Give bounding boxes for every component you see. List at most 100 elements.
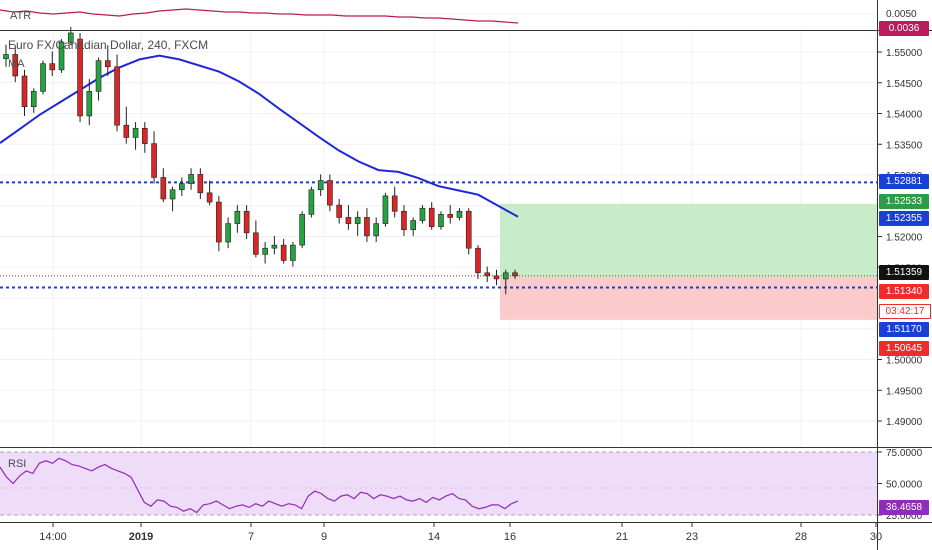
symbol-title: Euro FX/Canadian Dollar, 240, FXCM [8,38,208,52]
candle-body [317,180,324,191]
price-tick-label: 1.49500 [886,386,923,397]
candle-body [456,210,463,218]
candle-body [77,38,83,117]
price-tick-label: 1.52000 [886,233,923,244]
time-tick-label: 14:00 [39,531,67,543]
candle-body [58,41,65,71]
candle-body [382,195,389,224]
price-tick-label: 1.50000 [886,356,923,367]
rsi-tick-label: 75.0000 [886,448,923,459]
candle-body [512,272,518,277]
time-axis[interactable]: 14:00 2019 7 9 14 16 21 23 28 30 [39,522,882,543]
time-tick-label: 2019 [129,531,153,543]
candle-body [179,183,185,191]
candle-body [132,127,139,138]
atr-pane: ATR [0,0,877,29]
candle-body [30,91,37,108]
candle-body [271,244,278,249]
candle-body [447,214,454,218]
candle-body [327,180,333,206]
candle-body [123,124,130,138]
candle-body [438,214,444,227]
candle-body [114,66,120,126]
candle-body [216,201,222,243]
price-tick-label: 1.54000 [886,110,923,121]
candle-body [86,91,93,117]
time-tick-label: 30 [870,531,882,543]
price-tag: 03:42:17 [879,304,931,319]
price-tick-label: 1.49000 [886,417,923,428]
candle-body [169,189,176,200]
candle-body [262,247,268,255]
rsi-tick-label: 50.0000 [886,480,923,491]
time-tick-label: 23 [686,531,698,543]
candle-body [280,244,287,261]
candle-body [401,210,407,231]
price-tick-label: 1.55000 [886,48,923,59]
candle-body [465,210,472,249]
candle-body [308,189,315,215]
rsi-line [0,457,519,514]
atr-line [0,8,519,24]
candle-body [410,220,417,231]
candle-body [3,54,9,60]
candle-body [49,63,56,71]
ma-legend: MA [8,58,25,70]
time-tick-label: 7 [248,531,254,543]
atr-value-tag: 0.0036 [879,21,929,36]
candle-body [354,217,361,224]
price-tick-label: 1.53500 [886,140,923,151]
atr-axis: 0.0050 [886,9,917,20]
candle-body [160,177,167,200]
atr-tick-label: 0.0050 [886,9,917,20]
rsi-pane: RSI [0,451,877,516]
price-tag: 1.51170 [879,322,929,337]
candle-body [105,60,111,68]
moving-average-line [0,54,519,218]
price-tag: 1.51359 [879,265,929,280]
rsi-axis: 75.0000 50.0000 25.0000 [877,448,923,522]
candle-body [419,207,426,221]
atr-label: ATR [10,10,31,22]
candle-body [188,174,194,184]
horizontal-levels[interactable] [0,181,877,289]
time-tick-label: 21 [616,531,628,543]
candle-body [484,272,491,277]
candle-body [12,54,19,77]
loss-zone [500,277,877,320]
price-tick-label: 1.54500 [886,79,923,90]
time-tick-label: 28 [795,531,807,543]
candle-body [67,32,74,43]
candle-body [336,204,342,218]
candle-body [391,195,398,212]
candlestick-series [3,26,518,295]
candle-body [428,207,435,227]
candle-body [234,210,241,224]
candle-body [21,75,28,108]
candle-body [95,60,102,92]
candle-body [253,232,259,255]
candle-body [197,174,204,194]
candle-body [151,143,157,178]
candle-body [475,247,481,274]
rsi-tick-label: 25.0000 [886,511,923,522]
time-tick-label: 14 [428,531,440,543]
candle-body [290,244,296,261]
rsi-value-tag: 36.4658 [879,500,929,515]
candle-body [40,63,46,92]
candle-body [299,214,305,246]
candle-body [493,275,500,280]
price-axis[interactable]: 1.550001.545001.540001.535001.530001.520… [877,48,923,428]
price-tag: 1.52533 [879,194,929,209]
price-tag: 1.52881 [879,174,929,189]
rsi-label: RSI [8,458,26,470]
profit-zone [500,203,877,278]
candle-body [364,217,370,237]
price-tag: 1.50645 [879,341,929,356]
candle-body [345,217,352,224]
candle-body [206,192,213,203]
time-tick-label: 9 [321,531,327,543]
candle-body [142,127,148,144]
time-tick-label: 16 [504,531,516,543]
